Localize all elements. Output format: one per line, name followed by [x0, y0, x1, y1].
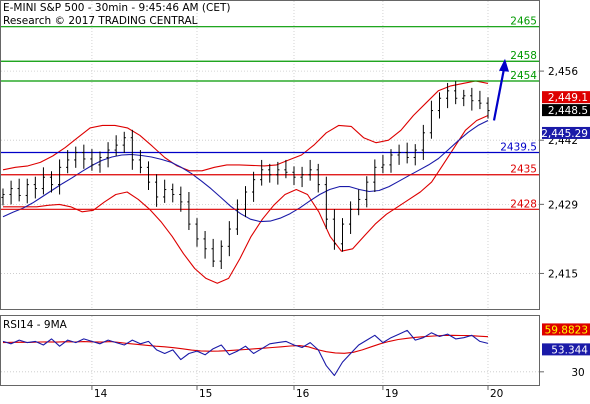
- price-axis-label: 2,456: [548, 66, 578, 78]
- price-panel: 2465 2458 2454 2439.5 2435 2428: [0, 0, 540, 310]
- rsi-panel-frame: [0, 315, 540, 386]
- rsi-title: RSI14 - 9MA: [3, 319, 68, 331]
- arrow-head: [499, 58, 509, 72]
- rsi-axis-label: 30: [571, 367, 584, 379]
- price-price-tag-label: 2,448.5: [548, 105, 588, 117]
- rsi-tag-label: 53.344: [551, 344, 588, 356]
- pivot-level-label: 2439.5: [500, 142, 537, 154]
- rsi-ma-line: [2, 334, 489, 354]
- rsi_ma-tag-bg: [542, 323, 590, 336]
- price-tags: 2,449.12,448.5 2,445.29: [541, 91, 590, 140]
- resistance-level-label: 2454: [510, 70, 537, 82]
- support-level-label: 2428: [510, 198, 537, 210]
- bollinger-lower-band: [3, 114, 489, 284]
- ma-price-tag-bg: [542, 126, 590, 139]
- rsi-ma-polyline: [2, 334, 489, 354]
- price-axis-label: 2,429: [548, 199, 578, 211]
- date-axis-label: 16: [296, 388, 310, 400]
- rsi-axis: 30: [539, 367, 585, 379]
- ma-price-tag-label: 2,445.29: [541, 128, 588, 140]
- price-panel-frame: [0, 0, 540, 310]
- chart-title: E-MINI S&P 500 - 30min - 9:45:46 AM (CET…: [3, 2, 231, 14]
- rsi-grid: [1, 316, 539, 385]
- rsi_ma-tag-label: 59.8823: [545, 324, 588, 336]
- date-axis-label: 20: [490, 388, 503, 400]
- forecast-arrow: [492, 58, 509, 121]
- resistance-level-label: 2458: [510, 50, 537, 62]
- rsi-polyline: [2, 329, 489, 377]
- price-candles: [1, 80, 490, 270]
- bollinger-upper-line: [2, 80, 489, 172]
- resistance-level-label: 2465: [510, 16, 537, 28]
- date-axis-label: 15: [199, 388, 212, 400]
- support-level-label: 2435: [510, 164, 537, 176]
- rsi-panel: RSI14 - 9MA: [0, 315, 540, 386]
- last-price-tag-bg: [542, 91, 590, 104]
- price-price-tag-bg: [542, 104, 590, 117]
- date-axis-label: 14: [94, 388, 108, 400]
- last-price-tag-label: 2,449.1: [548, 92, 588, 104]
- rsi-tags: 59.8823 53.344: [542, 323, 590, 356]
- date-axis-label: 19: [385, 388, 398, 400]
- bollinger-upper-band: [2, 80, 489, 172]
- chart-copyright: Research © 2017 TRADING CENTRAL: [3, 15, 198, 27]
- rsi-line: [2, 329, 489, 377]
- date-axis: 14 15 16 19 20: [91, 385, 503, 400]
- price-axis-label: 2,415: [548, 268, 578, 280]
- arrow-shaft: [492, 68, 506, 121]
- rsi-tag-bg: [542, 343, 590, 356]
- bollinger-lower-line: [3, 114, 489, 284]
